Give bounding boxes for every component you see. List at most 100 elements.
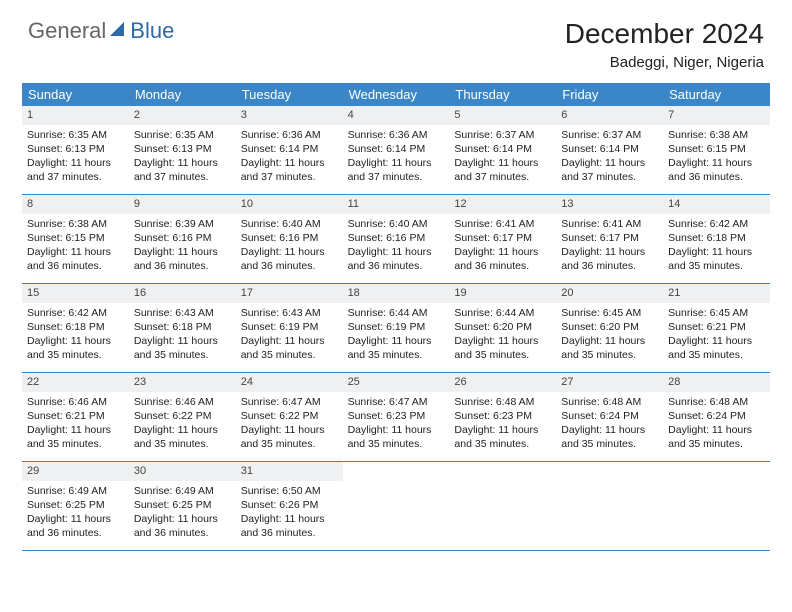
sunset-text: Sunset: 6:14 PM: [348, 142, 445, 156]
day-cell: 13Sunrise: 6:41 AMSunset: 6:17 PMDayligh…: [556, 195, 663, 283]
day-body: Sunrise: 6:49 AMSunset: 6:25 PMDaylight:…: [129, 481, 236, 546]
day-number: 2: [129, 106, 236, 125]
day-cell: 3Sunrise: 6:36 AMSunset: 6:14 PMDaylight…: [236, 106, 343, 194]
day-body: Sunrise: 6:37 AMSunset: 6:14 PMDaylight:…: [556, 125, 663, 190]
day-number: 29: [22, 462, 129, 481]
week-row: 22Sunrise: 6:46 AMSunset: 6:21 PMDayligh…: [22, 373, 770, 462]
day-cell: 21Sunrise: 6:45 AMSunset: 6:21 PMDayligh…: [663, 284, 770, 372]
day-cell: [556, 462, 663, 550]
day-cell: 11Sunrise: 6:40 AMSunset: 6:16 PMDayligh…: [343, 195, 450, 283]
day-cell: 9Sunrise: 6:39 AMSunset: 6:16 PMDaylight…: [129, 195, 236, 283]
daylight-text: Daylight: 11 hours and 35 minutes.: [561, 423, 658, 451]
sunset-text: Sunset: 6:20 PM: [561, 320, 658, 334]
day-header-cell: Friday: [556, 83, 663, 106]
sunrise-text: Sunrise: 6:36 AM: [241, 128, 338, 142]
calendar: Sunday Monday Tuesday Wednesday Thursday…: [22, 83, 770, 551]
day-body: Sunrise: 6:48 AMSunset: 6:23 PMDaylight:…: [449, 392, 556, 457]
day-header-cell: Wednesday: [343, 83, 450, 106]
daylight-text: Daylight: 11 hours and 35 minutes.: [348, 334, 445, 362]
daylight-text: Daylight: 11 hours and 36 minutes.: [454, 245, 551, 273]
daylight-text: Daylight: 11 hours and 35 minutes.: [134, 334, 231, 362]
sunrise-text: Sunrise: 6:43 AM: [241, 306, 338, 320]
day-header-cell: Sunday: [22, 83, 129, 106]
day-cell: 19Sunrise: 6:44 AMSunset: 6:20 PMDayligh…: [449, 284, 556, 372]
day-body: Sunrise: 6:45 AMSunset: 6:20 PMDaylight:…: [556, 303, 663, 368]
day-body: Sunrise: 6:47 AMSunset: 6:22 PMDaylight:…: [236, 392, 343, 457]
day-body: Sunrise: 6:46 AMSunset: 6:22 PMDaylight:…: [129, 392, 236, 457]
day-body: Sunrise: 6:38 AMSunset: 6:15 PMDaylight:…: [22, 214, 129, 279]
day-number: 5: [449, 106, 556, 125]
sunset-text: Sunset: 6:18 PM: [668, 231, 765, 245]
sunrise-text: Sunrise: 6:45 AM: [561, 306, 658, 320]
day-cell: 18Sunrise: 6:44 AMSunset: 6:19 PMDayligh…: [343, 284, 450, 372]
sunrise-text: Sunrise: 6:40 AM: [241, 217, 338, 231]
day-body: Sunrise: 6:40 AMSunset: 6:16 PMDaylight:…: [343, 214, 450, 279]
daylight-text: Daylight: 11 hours and 37 minutes.: [348, 156, 445, 184]
sunset-text: Sunset: 6:14 PM: [241, 142, 338, 156]
day-header-cell: Saturday: [663, 83, 770, 106]
daylight-text: Daylight: 11 hours and 37 minutes.: [454, 156, 551, 184]
sunset-text: Sunset: 6:16 PM: [134, 231, 231, 245]
day-body: Sunrise: 6:44 AMSunset: 6:20 PMDaylight:…: [449, 303, 556, 368]
day-body: Sunrise: 6:41 AMSunset: 6:17 PMDaylight:…: [449, 214, 556, 279]
brand-logo: General Blue: [28, 18, 174, 44]
daylight-text: Daylight: 11 hours and 36 minutes.: [27, 245, 124, 273]
sunset-text: Sunset: 6:23 PM: [454, 409, 551, 423]
sunrise-text: Sunrise: 6:35 AM: [27, 128, 124, 142]
daylight-text: Daylight: 11 hours and 36 minutes.: [668, 156, 765, 184]
day-body: Sunrise: 6:45 AMSunset: 6:21 PMDaylight:…: [663, 303, 770, 368]
day-cell: 12Sunrise: 6:41 AMSunset: 6:17 PMDayligh…: [449, 195, 556, 283]
day-body: Sunrise: 6:36 AMSunset: 6:14 PMDaylight:…: [236, 125, 343, 190]
sunrise-text: Sunrise: 6:37 AM: [561, 128, 658, 142]
day-number: 19: [449, 284, 556, 303]
daylight-text: Daylight: 11 hours and 35 minutes.: [454, 423, 551, 451]
sunset-text: Sunset: 6:17 PM: [561, 231, 658, 245]
daylight-text: Daylight: 11 hours and 36 minutes.: [241, 512, 338, 540]
day-cell: [343, 462, 450, 550]
day-header-cell: Monday: [129, 83, 236, 106]
day-cell: 15Sunrise: 6:42 AMSunset: 6:18 PMDayligh…: [22, 284, 129, 372]
day-cell: 6Sunrise: 6:37 AMSunset: 6:14 PMDaylight…: [556, 106, 663, 194]
sunrise-text: Sunrise: 6:47 AM: [348, 395, 445, 409]
day-cell: 8Sunrise: 6:38 AMSunset: 6:15 PMDaylight…: [22, 195, 129, 283]
daylight-text: Daylight: 11 hours and 36 minutes.: [134, 245, 231, 273]
day-cell: 7Sunrise: 6:38 AMSunset: 6:15 PMDaylight…: [663, 106, 770, 194]
day-number: 14: [663, 195, 770, 214]
daylight-text: Daylight: 11 hours and 36 minutes.: [27, 512, 124, 540]
day-number: 31: [236, 462, 343, 481]
sunset-text: Sunset: 6:15 PM: [668, 142, 765, 156]
day-cell: 23Sunrise: 6:46 AMSunset: 6:22 PMDayligh…: [129, 373, 236, 461]
daylight-text: Daylight: 11 hours and 35 minutes.: [134, 423, 231, 451]
day-body: Sunrise: 6:41 AMSunset: 6:17 PMDaylight:…: [556, 214, 663, 279]
day-number: 10: [236, 195, 343, 214]
sunrise-text: Sunrise: 6:48 AM: [668, 395, 765, 409]
sunrise-text: Sunrise: 6:46 AM: [27, 395, 124, 409]
day-cell: 20Sunrise: 6:45 AMSunset: 6:20 PMDayligh…: [556, 284, 663, 372]
day-number: 22: [22, 373, 129, 392]
day-number: 26: [449, 373, 556, 392]
sunset-text: Sunset: 6:14 PM: [454, 142, 551, 156]
day-body: Sunrise: 6:49 AMSunset: 6:25 PMDaylight:…: [22, 481, 129, 546]
sunset-text: Sunset: 6:19 PM: [348, 320, 445, 334]
day-body: Sunrise: 6:48 AMSunset: 6:24 PMDaylight:…: [663, 392, 770, 457]
sunrise-text: Sunrise: 6:46 AM: [134, 395, 231, 409]
sail-icon: [108, 18, 128, 44]
header: General Blue December 2024 Badeggi, Nige…: [0, 0, 792, 79]
sunrise-text: Sunrise: 6:43 AM: [134, 306, 231, 320]
day-cell: 22Sunrise: 6:46 AMSunset: 6:21 PMDayligh…: [22, 373, 129, 461]
day-number: 16: [129, 284, 236, 303]
daylight-text: Daylight: 11 hours and 37 minutes.: [241, 156, 338, 184]
brand-part2: Blue: [130, 18, 174, 44]
week-row: 15Sunrise: 6:42 AMSunset: 6:18 PMDayligh…: [22, 284, 770, 373]
day-cell: 14Sunrise: 6:42 AMSunset: 6:18 PMDayligh…: [663, 195, 770, 283]
day-body: Sunrise: 6:35 AMSunset: 6:13 PMDaylight:…: [22, 125, 129, 190]
daylight-text: Daylight: 11 hours and 35 minutes.: [241, 423, 338, 451]
day-number: 1: [22, 106, 129, 125]
weeks-container: 1Sunrise: 6:35 AMSunset: 6:13 PMDaylight…: [22, 106, 770, 551]
day-number: 23: [129, 373, 236, 392]
sunset-text: Sunset: 6:26 PM: [241, 498, 338, 512]
day-number: 15: [22, 284, 129, 303]
day-number: 9: [129, 195, 236, 214]
day-body: Sunrise: 6:39 AMSunset: 6:16 PMDaylight:…: [129, 214, 236, 279]
sunset-text: Sunset: 6:13 PM: [134, 142, 231, 156]
